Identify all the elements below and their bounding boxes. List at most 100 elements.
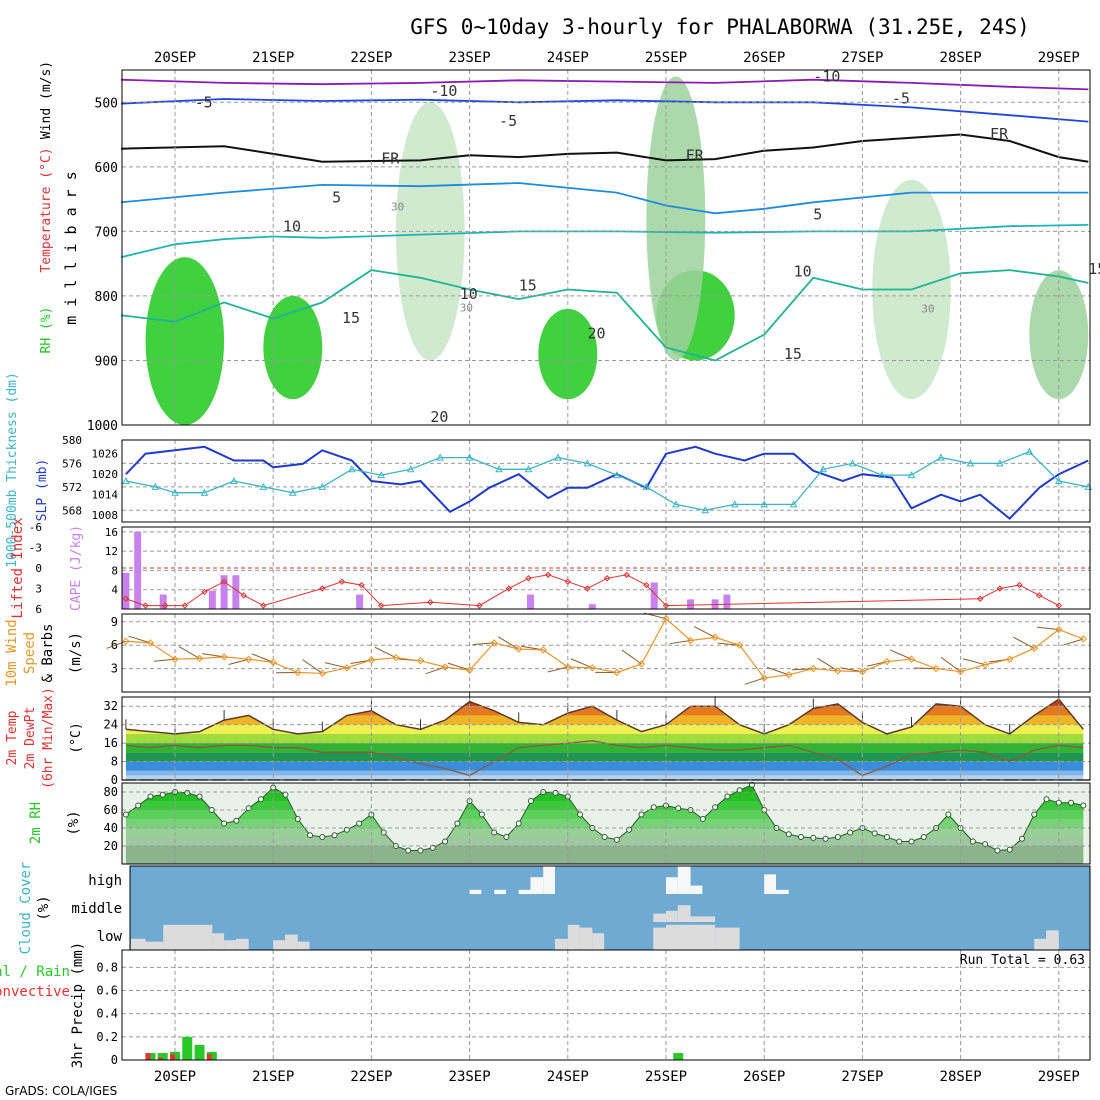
cloud-row-label: middle xyxy=(71,901,122,917)
wind-barb xyxy=(425,666,446,675)
cape-bar xyxy=(159,594,167,609)
lifted-index-marker xyxy=(358,581,365,589)
lifted-index-marker xyxy=(142,602,149,609)
date-label-top: 29SEP xyxy=(1038,50,1080,66)
rh-marker xyxy=(650,804,657,811)
thickness-marker xyxy=(671,500,680,508)
cloud-block xyxy=(1034,938,1047,950)
precip-total-bar xyxy=(194,1044,205,1060)
cape-bar xyxy=(588,604,596,609)
date-label-bottom: 22SEP xyxy=(350,1069,392,1085)
wind-axis-label-1: 10m Wind xyxy=(4,619,20,686)
precip-total-bar xyxy=(182,1036,193,1060)
date-label-top: 22SEP xyxy=(350,50,392,66)
rh-marker xyxy=(613,836,620,843)
cloud-block xyxy=(567,924,580,950)
cloud-block xyxy=(518,889,531,894)
wind-barb xyxy=(1063,638,1084,646)
cloud-block xyxy=(653,927,666,950)
isotherm-label: 10 xyxy=(794,263,812,281)
date-label-bottom: 24SEP xyxy=(547,1069,589,1085)
cloud-block xyxy=(163,924,213,950)
date-label-bottom: 25SEP xyxy=(645,1069,687,1085)
thickness-marker xyxy=(730,500,739,508)
wind-barb xyxy=(153,658,176,662)
rh-marker xyxy=(245,805,252,812)
thickness-line xyxy=(125,450,1089,511)
date-label-bottom: 27SEP xyxy=(841,1069,883,1085)
rh-marker xyxy=(233,817,240,824)
slp-tick-label: 1020 xyxy=(92,468,119,481)
run-total-label: Run Total = 0.63 xyxy=(960,953,1085,968)
wind-barb xyxy=(324,662,347,669)
rh-marker xyxy=(675,805,682,812)
wind-axis-label-2: Speed xyxy=(22,632,38,674)
rh-band xyxy=(125,846,1084,864)
date-label-bottom: 20SEP xyxy=(154,1069,196,1085)
wind-speed-marker xyxy=(392,653,400,662)
cape-frame xyxy=(121,526,1091,610)
upper-air-frame xyxy=(121,69,1091,426)
wind-barb xyxy=(889,649,912,660)
cape-bar xyxy=(687,599,695,609)
thickness-marker xyxy=(907,471,916,479)
pressure-tick-label: 500 xyxy=(95,96,118,111)
date-label-top: 26SEP xyxy=(743,50,785,66)
cloud-block xyxy=(212,933,225,950)
wind-speed-marker xyxy=(1055,625,1063,634)
date-label-top: 28SEP xyxy=(940,50,982,66)
rh-marker xyxy=(122,811,129,818)
rh-marker xyxy=(294,816,301,822)
thickness-marker xyxy=(377,471,386,479)
temp-band xyxy=(125,715,1084,725)
thickness-marker xyxy=(347,465,356,473)
thickness-tick-label: 572 xyxy=(62,481,82,494)
date-label-bottom: 23SEP xyxy=(449,1069,491,1085)
lifted-index-marker xyxy=(544,571,552,579)
rh-marker xyxy=(810,834,817,841)
rh-marker xyxy=(883,834,890,840)
rh-marker xyxy=(699,816,706,822)
rh-marker xyxy=(196,793,203,800)
thickness-marker xyxy=(878,471,886,479)
rh-marker xyxy=(417,847,424,854)
rh-marker xyxy=(847,829,854,836)
wind-barb xyxy=(228,658,249,666)
wind-barb xyxy=(1036,626,1059,631)
wind-speed-marker xyxy=(1005,655,1014,663)
isotherm-label: 30 xyxy=(921,303,934,316)
rh-frame xyxy=(121,782,1091,865)
thickness-marker xyxy=(583,459,592,467)
precip-tick-label: 0.6 xyxy=(96,984,118,998)
wind-speed-marker xyxy=(539,646,547,654)
rh-marker xyxy=(920,834,927,840)
wind-speed-marker xyxy=(514,645,523,653)
rh-marker xyxy=(712,804,719,811)
precip-tick-label: 0.4 xyxy=(96,1007,118,1021)
lifted-index-marker xyxy=(564,578,572,585)
wind-speed-marker xyxy=(318,669,327,677)
rh-axis-label-1: 2m RH xyxy=(28,802,44,844)
wind-barb xyxy=(498,636,519,650)
isotherm-label: 5 xyxy=(332,188,341,206)
lifted-index-marker xyxy=(996,585,1004,592)
thickness-marker xyxy=(259,482,268,490)
precip-conv-bar xyxy=(206,1054,212,1060)
cloud-block xyxy=(579,927,593,950)
li-tick-label: 0 xyxy=(35,562,42,575)
lifted-index-marker xyxy=(319,585,326,592)
wind-speed-marker xyxy=(564,663,572,671)
pressure-tick-label: 900 xyxy=(95,354,118,369)
isotherm-label: 10 xyxy=(283,217,301,235)
thickness-marker xyxy=(613,471,621,479)
precip-total-label: Total / Rain xyxy=(0,964,70,980)
rh-band xyxy=(125,837,1084,846)
rh-marker xyxy=(577,811,584,818)
wind-speed-marker xyxy=(785,671,793,679)
isotherm-line xyxy=(120,224,1089,259)
footer-credit: GrADS: COLA/IGES xyxy=(5,1084,117,1098)
thickness-marker xyxy=(966,459,975,467)
temp-band xyxy=(125,743,1084,753)
li-tick-label: -3 xyxy=(29,542,42,555)
wind-speed-marker xyxy=(490,639,498,647)
